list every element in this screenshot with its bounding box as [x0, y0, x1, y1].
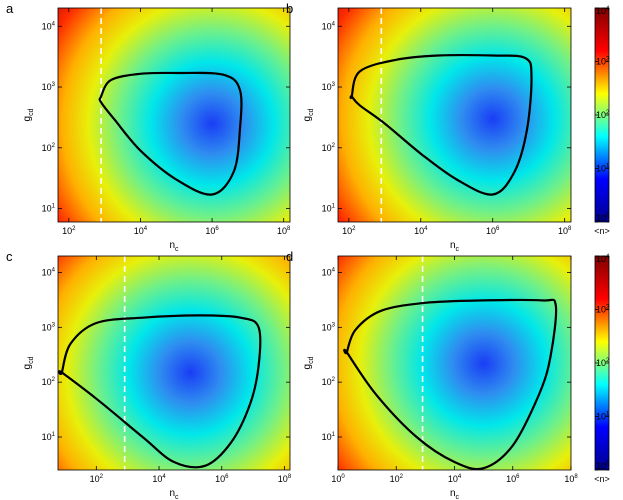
- heatmap-field: [58, 256, 290, 470]
- panel-label: d: [286, 249, 293, 264]
- y-tick-label: 102: [42, 377, 56, 387]
- panel-d: 100 102 104 106 108 101 102 103 104 nc gcd d: [286, 249, 578, 500]
- y-tick-label: 103: [42, 82, 56, 92]
- y-axis-label: gcd: [22, 356, 35, 369]
- x-axis-label: nc: [169, 488, 179, 500]
- y-tick-label: 103: [322, 82, 336, 92]
- colorbar-tick-label: 102: [596, 358, 610, 368]
- colorbar-2: 100 101 102 103 104 <n>: [594, 254, 610, 484]
- x-tick-label: 106: [506, 474, 520, 484]
- x-tick-label: 106: [205, 226, 219, 236]
- colorbar-label: <n>: [594, 474, 610, 484]
- colorbar-label: <n>: [594, 226, 610, 236]
- y-axis-label: gcd: [22, 108, 35, 121]
- plot-frame: [57, 255, 291, 471]
- contour-line: [343, 298, 558, 470]
- y-tick-label: 101: [42, 204, 56, 214]
- x-tick-label: 100: [331, 474, 345, 484]
- x-tick-label: 104: [152, 474, 166, 484]
- x-tick-label: 104: [448, 474, 462, 484]
- colorbar-tick-label: 100: [596, 461, 610, 471]
- colorbar-tick-label: 101: [596, 412, 610, 422]
- panel-a: 102 104 106 108 101 102 103 104 nc gcd a: [6, 1, 291, 253]
- y-tick-label: 104: [42, 21, 56, 31]
- x-tick-label: 104: [134, 226, 148, 236]
- y-axis-label: gcd: [302, 108, 315, 121]
- colorbar-tick-label: 104: [596, 6, 610, 16]
- panel-label: c: [6, 249, 13, 264]
- x-axis-label: nc: [450, 240, 460, 253]
- colorbar-1: 100 101 102 103 104 <n>: [594, 6, 610, 236]
- y-tick-label: 102: [322, 377, 336, 387]
- x-tick-label: 108: [277, 226, 291, 236]
- panel-b: 102 104 106 108 101 102 103 104 nc gcd b: [286, 1, 572, 253]
- y-tick-label: 104: [322, 21, 336, 31]
- y-tick-label: 102: [322, 143, 336, 153]
- x-tick-label: 106: [215, 474, 229, 484]
- contour-line: [98, 71, 243, 196]
- y-tick-label: 102: [42, 143, 56, 153]
- plot-frame: [337, 7, 572, 223]
- colorbar-tick-label: 100: [596, 213, 610, 223]
- colorbar-tick-label: 101: [596, 164, 610, 174]
- x-tick-label: 102: [62, 226, 76, 236]
- colorbar-tick-label: 103: [596, 57, 610, 67]
- heatmap-field: [58, 8, 290, 222]
- colorbar-tick-label: 102: [596, 110, 610, 120]
- y-tick-label: 103: [42, 322, 56, 332]
- colorbar-tick-label: 103: [596, 305, 610, 315]
- plot-frame: [57, 7, 291, 223]
- x-tick-label: 106: [486, 226, 500, 236]
- x-axis-label: nc: [450, 488, 460, 500]
- x-tick-label: 108: [278, 474, 292, 484]
- contour-line: [58, 314, 262, 469]
- y-tick-label: 101: [322, 204, 336, 214]
- heatmap-field: [338, 8, 571, 222]
- x-tick-label: 104: [414, 226, 428, 236]
- x-tick-label: 102: [390, 474, 404, 484]
- x-tick-label: 108: [558, 226, 572, 236]
- y-tick-label: 104: [42, 268, 56, 278]
- y-tick-label: 104: [322, 268, 336, 278]
- colorbar-tick-label: 104: [596, 254, 610, 264]
- x-tick-label: 108: [564, 474, 578, 484]
- y-axis-label: gcd: [302, 356, 315, 369]
- panel-label: b: [286, 1, 293, 16]
- panel-label: a: [6, 1, 14, 16]
- y-tick-label: 101: [322, 432, 336, 442]
- heatmap-field: [338, 256, 571, 470]
- contour-line: [349, 53, 533, 196]
- x-tick-label: 102: [90, 474, 104, 484]
- y-tick-label: 103: [322, 322, 336, 332]
- x-tick-label: 102: [342, 226, 356, 236]
- x-axis-label: nc: [169, 240, 179, 253]
- y-tick-label: 101: [42, 432, 56, 442]
